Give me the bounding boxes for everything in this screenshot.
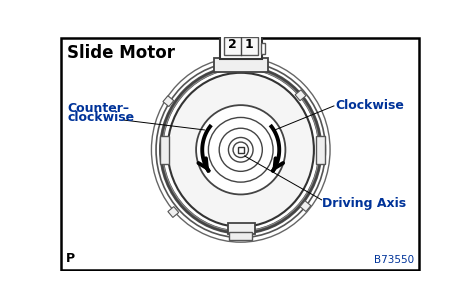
Text: Slide Motor: Slide Motor: [68, 44, 175, 62]
Bar: [238, 147, 244, 153]
Text: 2: 2: [228, 38, 237, 51]
Bar: [168, 206, 179, 217]
Bar: [229, 232, 252, 240]
Bar: [214, 58, 268, 72]
Bar: [224, 37, 257, 55]
FancyBboxPatch shape: [220, 33, 262, 59]
Text: Driving Axis: Driving Axis: [322, 197, 406, 210]
Bar: [160, 136, 169, 164]
Text: clockwise: clockwise: [68, 111, 135, 124]
Text: 1: 1: [245, 38, 254, 51]
Bar: [316, 136, 325, 164]
Bar: [227, 223, 255, 234]
Bar: [227, 24, 255, 34]
Bar: [300, 201, 311, 212]
Text: P: P: [66, 252, 75, 265]
Bar: [295, 90, 306, 101]
Text: Clockwise: Clockwise: [335, 99, 404, 113]
FancyBboxPatch shape: [261, 43, 265, 54]
Text: B73550: B73550: [374, 255, 414, 265]
Ellipse shape: [196, 105, 286, 195]
Text: Counter–: Counter–: [68, 102, 129, 115]
Bar: [163, 96, 174, 106]
Ellipse shape: [167, 73, 314, 227]
